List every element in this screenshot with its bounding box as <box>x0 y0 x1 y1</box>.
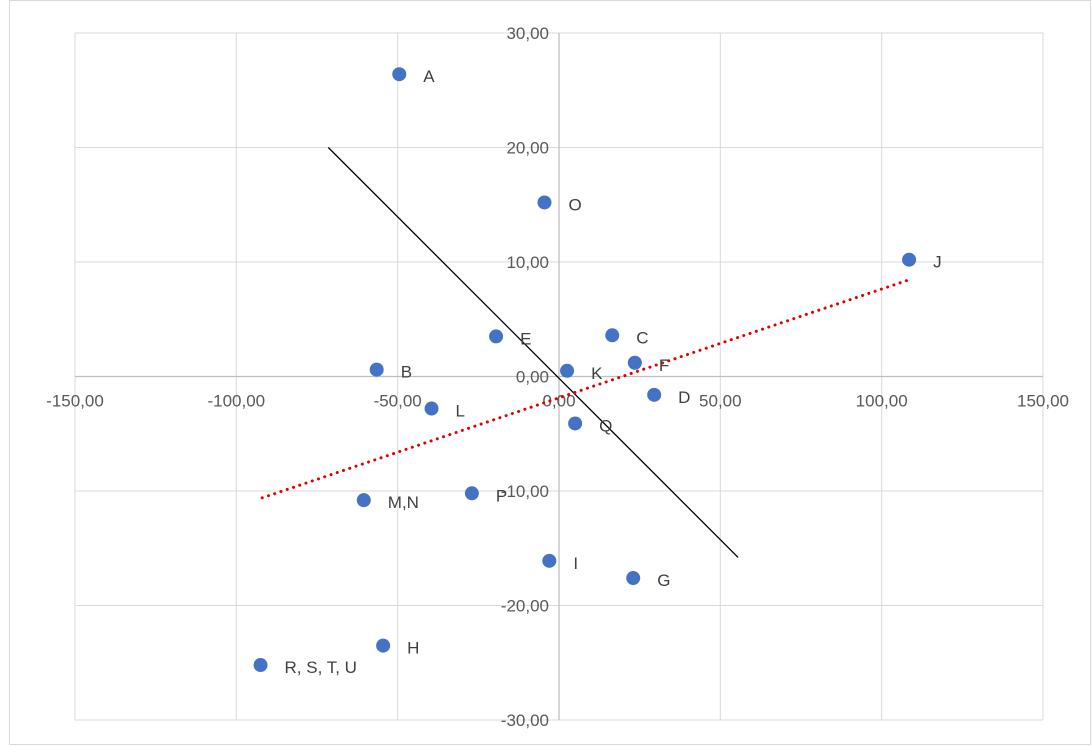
y-tick-label: -30,00 <box>501 711 549 730</box>
point-label: L <box>456 402 465 421</box>
point-label: F <box>659 356 669 375</box>
data-point <box>369 362 384 377</box>
data-point <box>647 387 662 402</box>
point-labels: A B C D E F G H I J K L M,N O P Q R, S, T, U <box>285 67 942 677</box>
x-tick-label: -50,00 <box>374 392 422 411</box>
data-point <box>253 658 268 673</box>
point-label: A <box>423 67 435 86</box>
point-label: J <box>933 253 942 272</box>
y-tick-label: 10,00 <box>506 253 549 272</box>
separator-line <box>327 147 739 558</box>
y-tick-label: 20,00 <box>506 139 549 158</box>
data-point <box>627 355 642 370</box>
tick-labels: -150,00 -100,00 -50,00 0,00 50,00 100,00 150,0… <box>46 24 1069 730</box>
data-point <box>424 401 439 416</box>
y-tick-label: -10,00 <box>501 482 549 501</box>
data-point <box>605 328 620 343</box>
point-label: K <box>591 364 603 383</box>
x-tick-label: 50,00 <box>699 392 742 411</box>
data-point <box>560 363 575 378</box>
point-label: H <box>407 639 419 658</box>
axes <box>75 33 1043 720</box>
point-label: D <box>678 388 690 407</box>
point-label: C <box>636 328 648 347</box>
x-tick-label: 100,00 <box>856 392 908 411</box>
trend-line-dotted <box>260 278 909 500</box>
data-point <box>568 416 583 431</box>
data-point <box>902 252 917 267</box>
data-point <box>464 486 479 501</box>
data-point <box>626 571 641 586</box>
point-label: G <box>657 571 670 590</box>
point-label: Q <box>599 416 612 435</box>
point-label: E <box>520 329 531 348</box>
y-tick-label: 30,00 <box>506 24 549 43</box>
data-point <box>356 493 371 508</box>
data-point <box>537 195 552 210</box>
trend-lines <box>260 147 909 558</box>
y-tick-label: 0,00 <box>516 368 549 387</box>
point-label: M,N <box>388 493 419 512</box>
point-label: P <box>496 486 507 505</box>
data-point <box>376 638 391 653</box>
point-label: R, S, T, U <box>285 658 357 677</box>
x-tick-label: 0,00 <box>542 392 575 411</box>
point-label: O <box>568 195 581 214</box>
data-points <box>253 67 917 673</box>
x-tick-label: 150,00 <box>1017 392 1069 411</box>
data-point <box>542 553 557 568</box>
y-tick-label: -20,00 <box>501 597 549 616</box>
x-tick-label: -100,00 <box>207 392 265 411</box>
point-label: B <box>401 363 412 382</box>
point-label: I <box>573 554 578 573</box>
data-point <box>489 329 504 344</box>
x-tick-label: -150,00 <box>46 392 104 411</box>
chart-frame <box>9 0 1091 745</box>
data-point <box>392 67 407 82</box>
